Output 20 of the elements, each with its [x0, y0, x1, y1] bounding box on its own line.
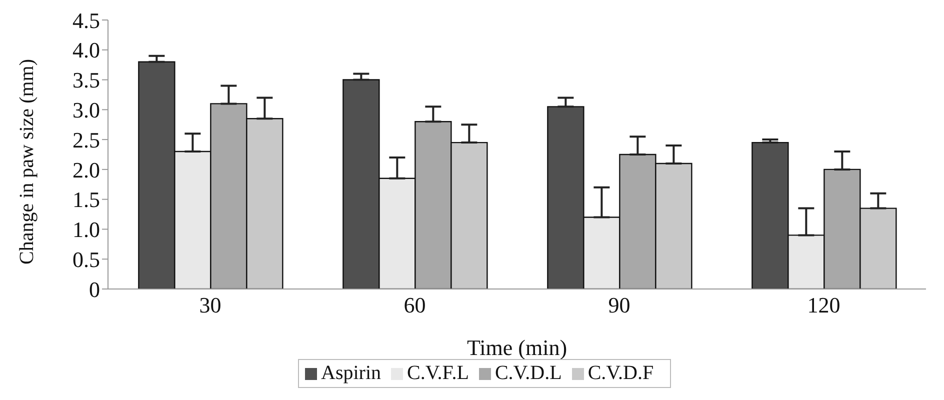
x-tick-label: 30 — [199, 292, 222, 318]
y-tick-label: 4.0 — [72, 38, 100, 63]
y-tick-label: 2.0 — [72, 157, 100, 182]
y-tick-label: 1.0 — [72, 217, 100, 242]
x-axis-title: Time (min) — [466, 335, 568, 360]
y-tick-label: 2.5 — [72, 127, 100, 152]
y-tick-label: 0 — [89, 276, 100, 302]
legend-label: C.V.D.F — [588, 362, 654, 384]
legend-label: C.V.D.L — [494, 362, 562, 384]
y-tick-label: 3.5 — [72, 68, 100, 93]
legend-label: C.V.F.L — [407, 362, 469, 384]
x-tick-label: 60 — [404, 292, 426, 318]
y-axis-title: Change in paw size (mm) — [16, 59, 38, 264]
x-tick-label: 120 — [807, 292, 840, 318]
y-tick-label: 3.0 — [72, 97, 100, 122]
y-tick-label: 4.5 — [72, 8, 100, 33]
x-tick-label: 90 — [608, 292, 630, 318]
y-tick-label: 0.5 — [72, 246, 100, 272]
y-tick-label: 1.5 — [72, 187, 100, 212]
legend-label: Aspirin — [321, 362, 381, 384]
